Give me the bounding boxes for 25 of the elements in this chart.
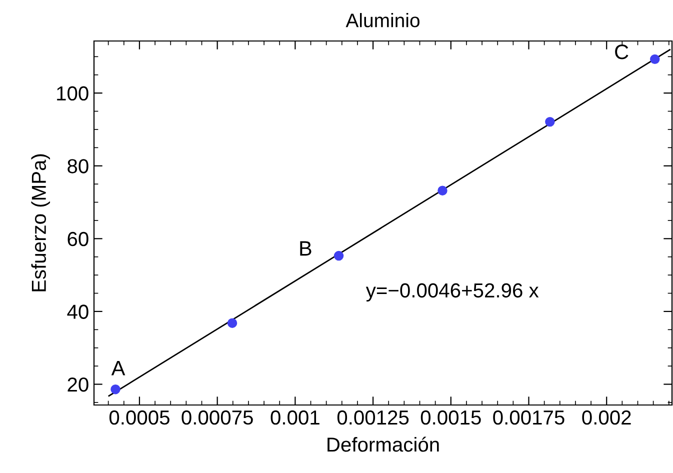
y-tick-label: 20 xyxy=(68,377,88,392)
point xyxy=(650,54,660,64)
chart-title: Aluminio xyxy=(346,13,420,28)
x-tick-label: 0.00175 xyxy=(493,410,564,425)
y-tick-label: 60 xyxy=(68,232,88,246)
y-tick-label: 80 xyxy=(68,159,88,174)
x-tick-label: 0.001 xyxy=(270,410,320,425)
x-tick-label: 0.002 xyxy=(582,410,631,425)
x-axis-title: Deformación xyxy=(328,436,439,452)
point xyxy=(438,186,448,196)
y-tick-label: 100 xyxy=(57,86,88,101)
point xyxy=(227,318,238,328)
y-axis-title: Esfuerzo (MPa) xyxy=(31,154,50,292)
point xyxy=(110,384,120,394)
annotation: C xyxy=(615,44,628,60)
x-tick-label: 0.0015 xyxy=(420,410,481,425)
x-tick-label: 0.00125 xyxy=(337,410,409,425)
x-tick-label: 0.0005 xyxy=(109,410,170,425)
annotation: y=−0.0046+52.96 x xyxy=(366,283,539,302)
annotation: A xyxy=(111,360,126,376)
annotation: B xyxy=(300,241,312,256)
y-tick-label: 40 xyxy=(67,304,88,319)
point xyxy=(334,250,344,261)
x-tick-label: 0.00075 xyxy=(182,410,253,425)
point xyxy=(545,116,555,127)
